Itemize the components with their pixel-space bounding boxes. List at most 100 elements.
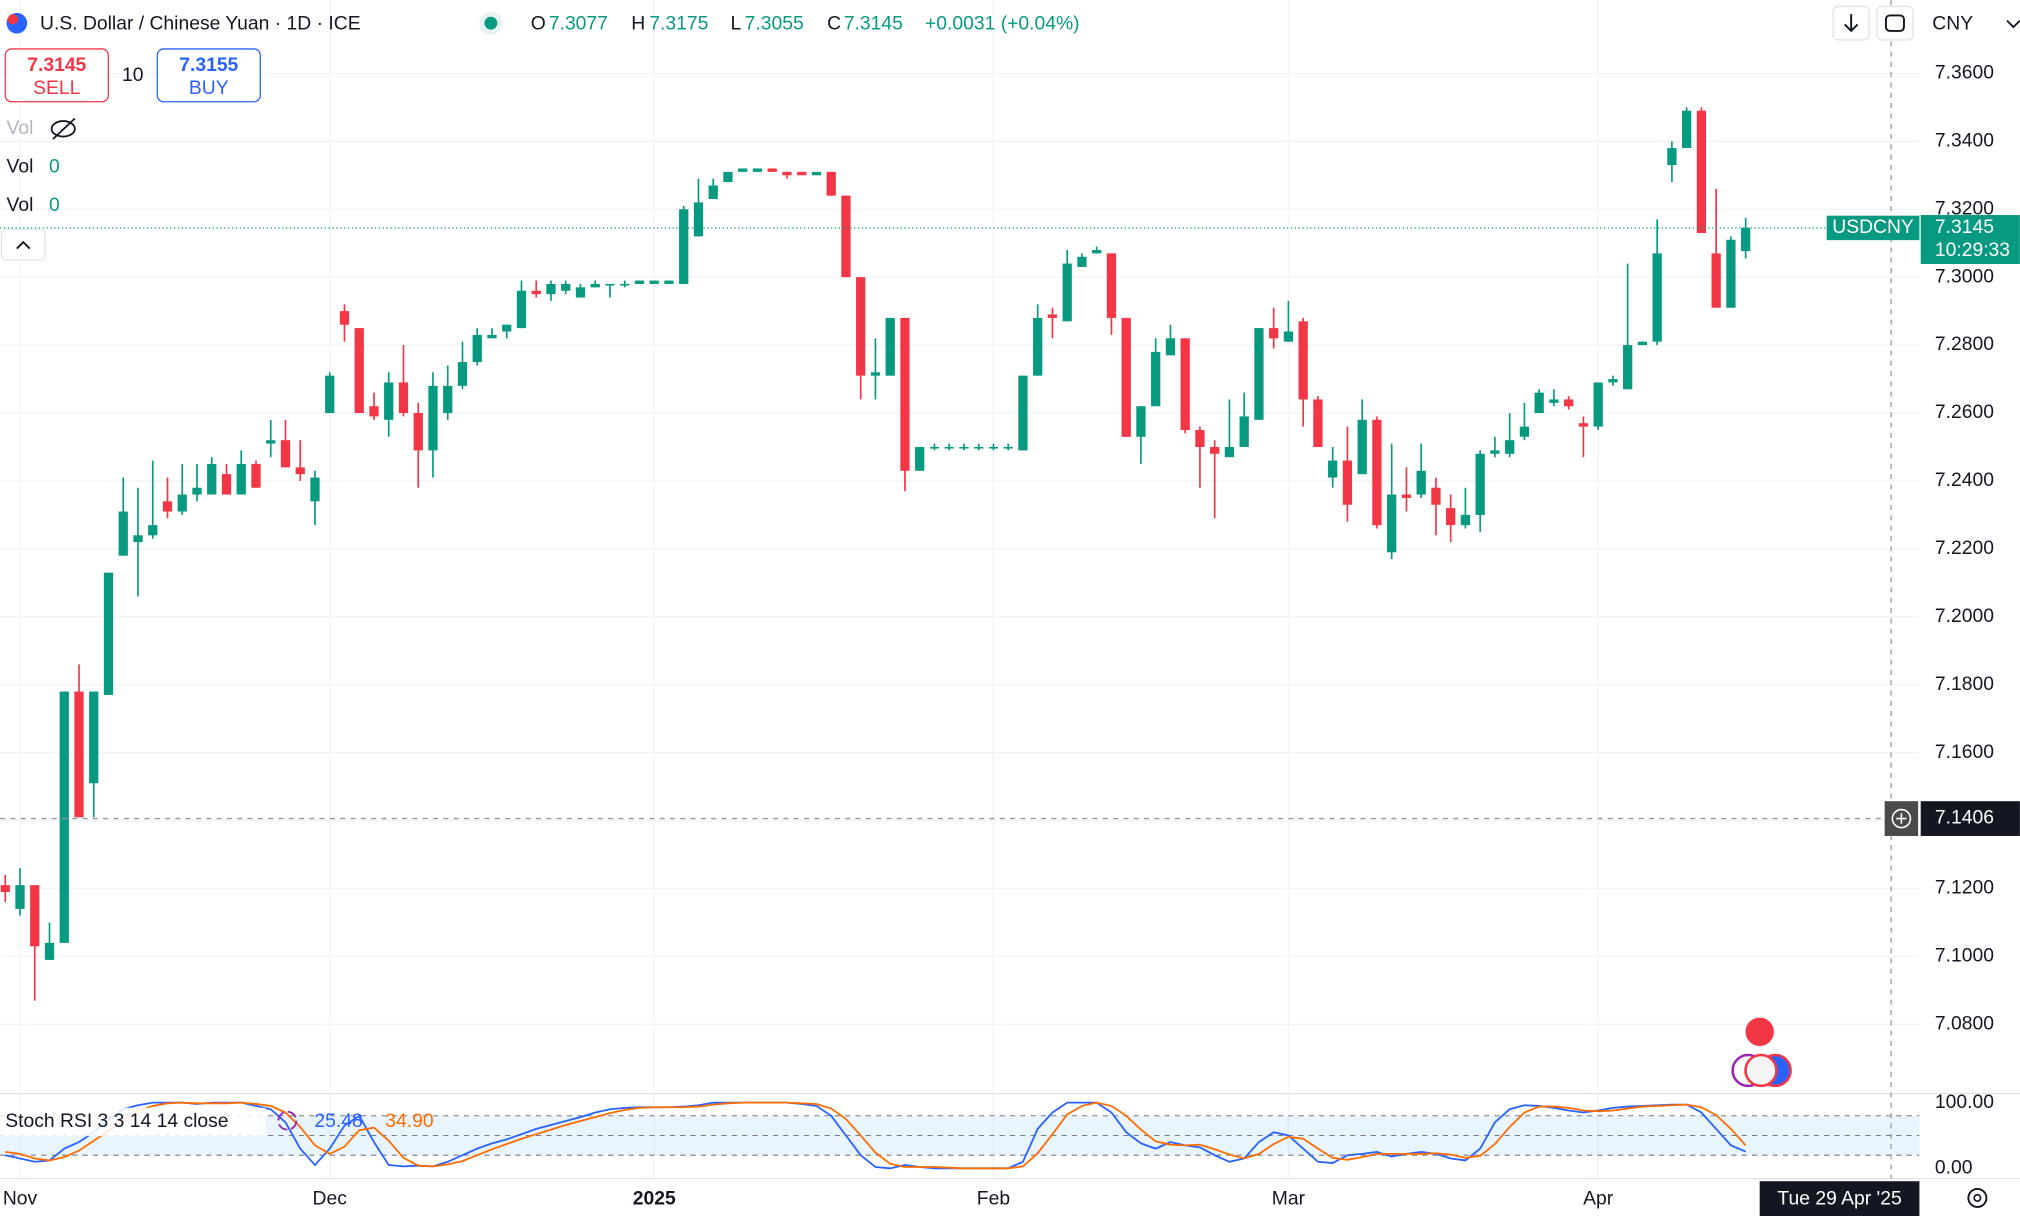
sell-box[interactable] xyxy=(4,48,109,103)
candle-body xyxy=(811,171,822,176)
sell-button[interactable]: 7.3145 SELL xyxy=(4,48,109,103)
candle-body xyxy=(1549,399,1559,403)
candle-body xyxy=(708,185,718,200)
sell-label[interactable]: SELL xyxy=(33,78,81,99)
crosshair-date-bg xyxy=(1759,1181,1920,1216)
indicator-title[interactable]: Stoch RSI 3 3 14 14 close xyxy=(5,1111,228,1132)
y-tick-label: 7.0800 xyxy=(1935,1014,1994,1035)
candle-body xyxy=(1003,446,1013,449)
candle-body xyxy=(1269,328,1279,339)
candle-body xyxy=(782,171,792,176)
candle-body xyxy=(1401,494,1412,498)
candle-body xyxy=(561,283,571,291)
candle-body xyxy=(841,195,851,278)
candle-body xyxy=(1608,379,1618,383)
button-box[interactable] xyxy=(1876,5,1914,41)
sell-price[interactable]: 7.3145 xyxy=(27,55,86,76)
candle-body xyxy=(384,382,394,420)
candle-body xyxy=(664,280,674,284)
x-tick-label: Mar xyxy=(1272,1188,1306,1209)
candle-body xyxy=(1151,351,1161,407)
candle-body xyxy=(1623,345,1633,390)
currency-select[interactable]: CNY xyxy=(1932,14,1973,35)
candle-body xyxy=(1136,406,1146,437)
event-flag-cn[interactable] xyxy=(1742,1015,1777,1049)
candle-body xyxy=(516,290,527,329)
collapse-box[interactable] xyxy=(0,228,46,261)
download-button[interactable] xyxy=(1832,5,1870,41)
candle-body xyxy=(885,317,895,376)
candle-body xyxy=(487,334,497,339)
y-tick-label: 7.3400 xyxy=(1935,130,1994,151)
candle-body xyxy=(1106,253,1117,318)
candle-body xyxy=(325,375,335,414)
symbol-icon-flag xyxy=(7,14,19,25)
arrow-down[interactable] xyxy=(1844,14,1859,33)
settings-icon-center[interactable] xyxy=(1973,1193,1982,1203)
candle-body xyxy=(1637,341,1648,346)
y-tick-label: 0.00 xyxy=(1935,1157,1973,1178)
buy-label[interactable]: BUY xyxy=(189,78,229,99)
y-tick-label: 7.2600 xyxy=(1935,402,1994,423)
chevron-down[interactable] xyxy=(2006,19,2020,29)
countdown: 10:29:33 xyxy=(1935,240,2010,261)
buy-price[interactable]: 7.3155 xyxy=(179,55,238,76)
chevron-up[interactable] xyxy=(16,240,31,250)
fullscreen-button[interactable] xyxy=(1876,5,1914,41)
candle-body xyxy=(1195,430,1205,447)
open-value: 7.3077 xyxy=(549,14,608,35)
loading-icon xyxy=(277,1110,298,1131)
candle-body xyxy=(590,283,600,288)
x-tick-label: Dec xyxy=(313,1188,348,1209)
close-value: 7.3145 xyxy=(844,14,903,35)
buy-button[interactable]: 7.3155 BUY xyxy=(156,48,261,103)
candle-body xyxy=(738,168,748,172)
candle-body xyxy=(1711,253,1721,308)
y-tick-label: 7.3600 xyxy=(1935,62,1994,83)
candle-body xyxy=(369,406,379,417)
buy-box[interactable] xyxy=(156,48,261,103)
candle-body xyxy=(605,283,615,286)
y-tick-label: 7.3000 xyxy=(1935,266,1994,287)
symbol-label-bg xyxy=(1826,215,1920,241)
candle-body xyxy=(1460,514,1471,526)
candle-body xyxy=(103,572,114,695)
eye-slash[interactable] xyxy=(52,117,76,140)
candle-body xyxy=(1283,331,1294,342)
market-status xyxy=(484,16,498,30)
candle-body xyxy=(1741,227,1751,252)
y-tick-label: 7.2000 xyxy=(1935,606,1994,627)
candle-body xyxy=(89,691,99,784)
visibility-icon[interactable] xyxy=(50,117,76,140)
candle-body xyxy=(177,494,187,512)
candle-body xyxy=(502,324,512,332)
candle-body xyxy=(1667,148,1677,166)
candle-body xyxy=(221,474,232,495)
candle-body xyxy=(1505,440,1515,454)
y-tick-label: 7.1600 xyxy=(1935,742,1994,763)
settings-icon[interactable] xyxy=(1967,1187,1988,1208)
chart-title: U.S. Dollar / Chinese Yuan · 1D · ICE xyxy=(40,14,361,35)
indicator-name[interactable]: Vol xyxy=(7,157,34,178)
indicator-name[interactable]: Vol xyxy=(7,195,34,216)
candle-body xyxy=(1165,338,1176,356)
candle-body xyxy=(1239,416,1249,447)
candle-body xyxy=(457,362,468,386)
candle-body xyxy=(1534,392,1544,414)
candle-body xyxy=(44,942,55,960)
indicator-name[interactable]: Vol xyxy=(7,118,34,139)
eye[interactable] xyxy=(50,120,76,138)
fullscreen-icon[interactable] xyxy=(1884,14,1905,32)
change: +0.0031 (+0.04%) xyxy=(925,14,1080,35)
collapse-button[interactable] xyxy=(0,228,46,261)
candle-body xyxy=(1180,338,1190,431)
candle-body xyxy=(870,372,881,376)
crosshair-price-bg xyxy=(1920,801,2020,836)
candle-body xyxy=(900,317,910,471)
readout-d: 34.90 xyxy=(385,1111,433,1132)
event-flag-us[interactable] xyxy=(1744,1053,1778,1088)
candle-body xyxy=(295,467,305,475)
candle-body xyxy=(1372,419,1382,526)
